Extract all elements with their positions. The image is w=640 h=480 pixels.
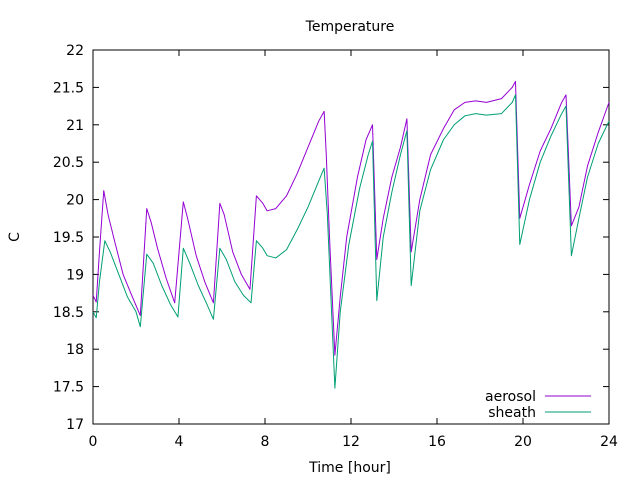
y-tick-label: 20 bbox=[66, 193, 84, 209]
y-axis-label: C bbox=[7, 232, 23, 242]
legend-label-aerosol: aerosol bbox=[485, 389, 536, 405]
y-tick-label: 18.5 bbox=[53, 305, 84, 321]
series-line-sheath bbox=[92, 94, 610, 389]
series-layer bbox=[92, 80, 610, 389]
x-tick-label: 24 bbox=[600, 434, 618, 450]
plot-area: 17 17.5 18 18.5 19 19.5 20 20.5 21 21.5 22 0 4 8 12 16… bbox=[53, 43, 618, 450]
y-tick-label: 19.5 bbox=[53, 230, 84, 246]
x-tick-label: 4 bbox=[175, 434, 184, 450]
x-axis-ticks: 0 4 8 12 16 20 24 bbox=[89, 50, 618, 450]
y-tick-label: 17 bbox=[66, 417, 84, 433]
y-tick-label: 20.5 bbox=[53, 155, 84, 171]
x-tick-label: 12 bbox=[342, 434, 360, 450]
x-axis-label: Time [hour] bbox=[308, 460, 391, 476]
y-tick-label: 17.5 bbox=[53, 380, 84, 396]
x-tick-label: 16 bbox=[428, 434, 446, 450]
x-tick-label: 20 bbox=[514, 434, 532, 450]
y-tick-label: 22 bbox=[66, 43, 84, 59]
y-axis-ticks: 17 17.5 18 18.5 19 19.5 20 20.5 21 21.5 22 bbox=[53, 43, 609, 433]
chart-title: Temperature bbox=[305, 19, 395, 35]
y-tick-label: 18 bbox=[66, 342, 84, 358]
y-tick-label: 19 bbox=[66, 267, 84, 283]
x-tick-label: 8 bbox=[261, 434, 270, 450]
y-tick-label: 21.5 bbox=[53, 80, 84, 96]
legend: aerosol sheath bbox=[485, 389, 591, 421]
legend-label-sheath: sheath bbox=[488, 405, 536, 421]
y-tick-label: 21 bbox=[66, 118, 84, 134]
plot-frame bbox=[92, 49, 610, 425]
series-line-aerosol bbox=[92, 80, 610, 356]
x-tick-label: 0 bbox=[89, 434, 98, 450]
